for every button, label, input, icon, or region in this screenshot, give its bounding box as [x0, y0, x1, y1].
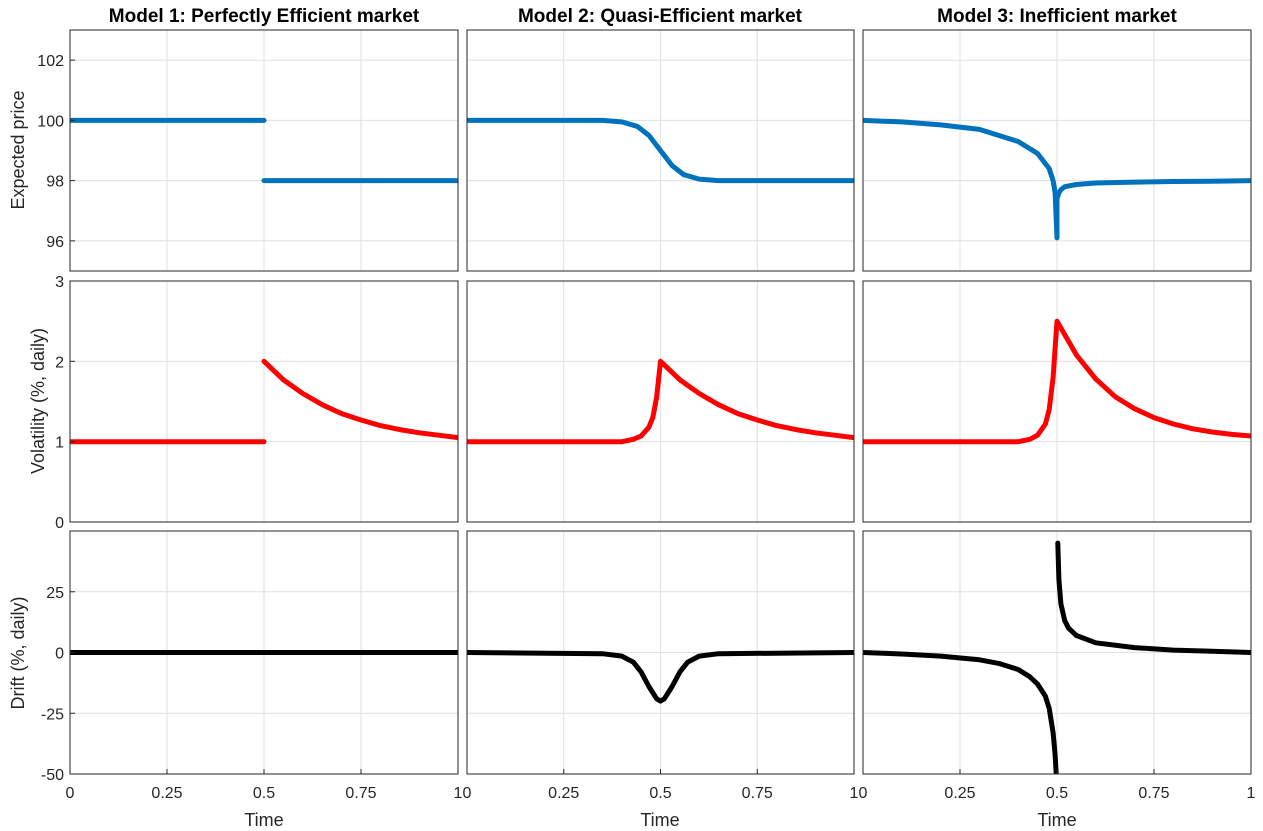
x-tick-label: 0.5: [253, 785, 275, 802]
panel-frame: [69, 280, 459, 523]
panel-r3-c3: 0 0.25 0.5 0.75 1: [859, 530, 1256, 802]
panel-r2-c2: [466, 280, 855, 523]
y-tick-label: 96: [46, 234, 64, 251]
x-tick-label: 1: [1247, 785, 1256, 802]
panel-frame: [862, 280, 1252, 523]
x-tick-label: 0.75: [345, 785, 376, 802]
panel-r1-c3: [862, 29, 1252, 272]
x-tick-label: 0.5: [649, 785, 671, 802]
x-tick-label: 0: [859, 785, 868, 802]
y-tick-label: 102: [37, 53, 64, 70]
x-axis-labels: Time Time Time: [244, 810, 1076, 830]
x-tick-label: 0.25: [151, 785, 182, 802]
y-tick-label: 100: [37, 113, 64, 130]
panel-r2-c3: [862, 280, 1252, 523]
y-tick-label: -25: [41, 706, 64, 723]
y-tick-label: 25: [46, 585, 64, 602]
y-tick-label: 3: [55, 274, 64, 291]
y-tick-label: 1: [55, 435, 64, 452]
panel-r1-c1: 96 98 100 102: [37, 29, 459, 272]
y-tick-label: 2: [55, 354, 64, 371]
series-line-1: [467, 650, 854, 704]
xlabel-col-1: Time: [244, 810, 283, 830]
series-line-1: [467, 117, 854, 184]
column-title-model-1: Model 1: Perfectly Efficient market: [109, 6, 420, 27]
x-tick-label: 0.75: [1138, 785, 1169, 802]
series-line-1: [863, 117, 1251, 241]
panel-frame: [69, 29, 459, 272]
column-title-model-2: Model 2: Quasi-Efficient market: [518, 6, 803, 27]
x-tick-label: 1: [850, 785, 859, 802]
xlabel-col-3: Time: [1037, 810, 1076, 830]
ylabel-expected-price: Expected price: [8, 90, 28, 209]
series-line-1: [467, 358, 854, 445]
ylabel-drift: Drift (%, daily): [8, 596, 28, 709]
series-line-1: [863, 318, 1251, 445]
panel-r1-c2: [466, 29, 855, 272]
x-tick-label: 1: [454, 785, 463, 802]
x-tick-label: 0.75: [742, 785, 773, 802]
row-y-labels: Expected price Volatility (%, daily) Dri…: [8, 90, 48, 709]
ylabel-volatility: Volatility (%, daily): [28, 328, 48, 474]
xlabel-col-2: Time: [640, 810, 679, 830]
y-tick-label: -50: [41, 767, 64, 784]
x-tick-label: 0.25: [548, 785, 579, 802]
y-tick-label: 0: [55, 515, 64, 532]
column-title-model-3: Model 3: Inefficient market: [937, 6, 1177, 27]
panel-r3-c2: 0 0.25 0.5 0.75 1: [463, 530, 859, 802]
x-tick-label: 0.5: [1046, 785, 1068, 802]
series-line-1: [863, 650, 1059, 774]
panel-frame: [862, 29, 1252, 272]
series-line-2: [261, 358, 458, 441]
x-tick-label: 0: [463, 785, 472, 802]
series-line-2: [1055, 540, 1251, 655]
x-tick-label: 0: [66, 785, 75, 802]
x-tick-label: 0.25: [944, 785, 975, 802]
panel-r2-c1: 0 1 2 3: [55, 274, 459, 532]
y-tick-label: 0: [55, 646, 64, 663]
column-titles: Model 1: Perfectly Efficient market Mode…: [109, 6, 1178, 27]
panel-frame: [466, 280, 855, 523]
panel-r3-c1: -50 -25 0 25 0 0.25 0.5 0.75 1: [41, 530, 463, 802]
y-tick-label: 98: [46, 174, 64, 191]
panel-frame: [466, 29, 855, 272]
